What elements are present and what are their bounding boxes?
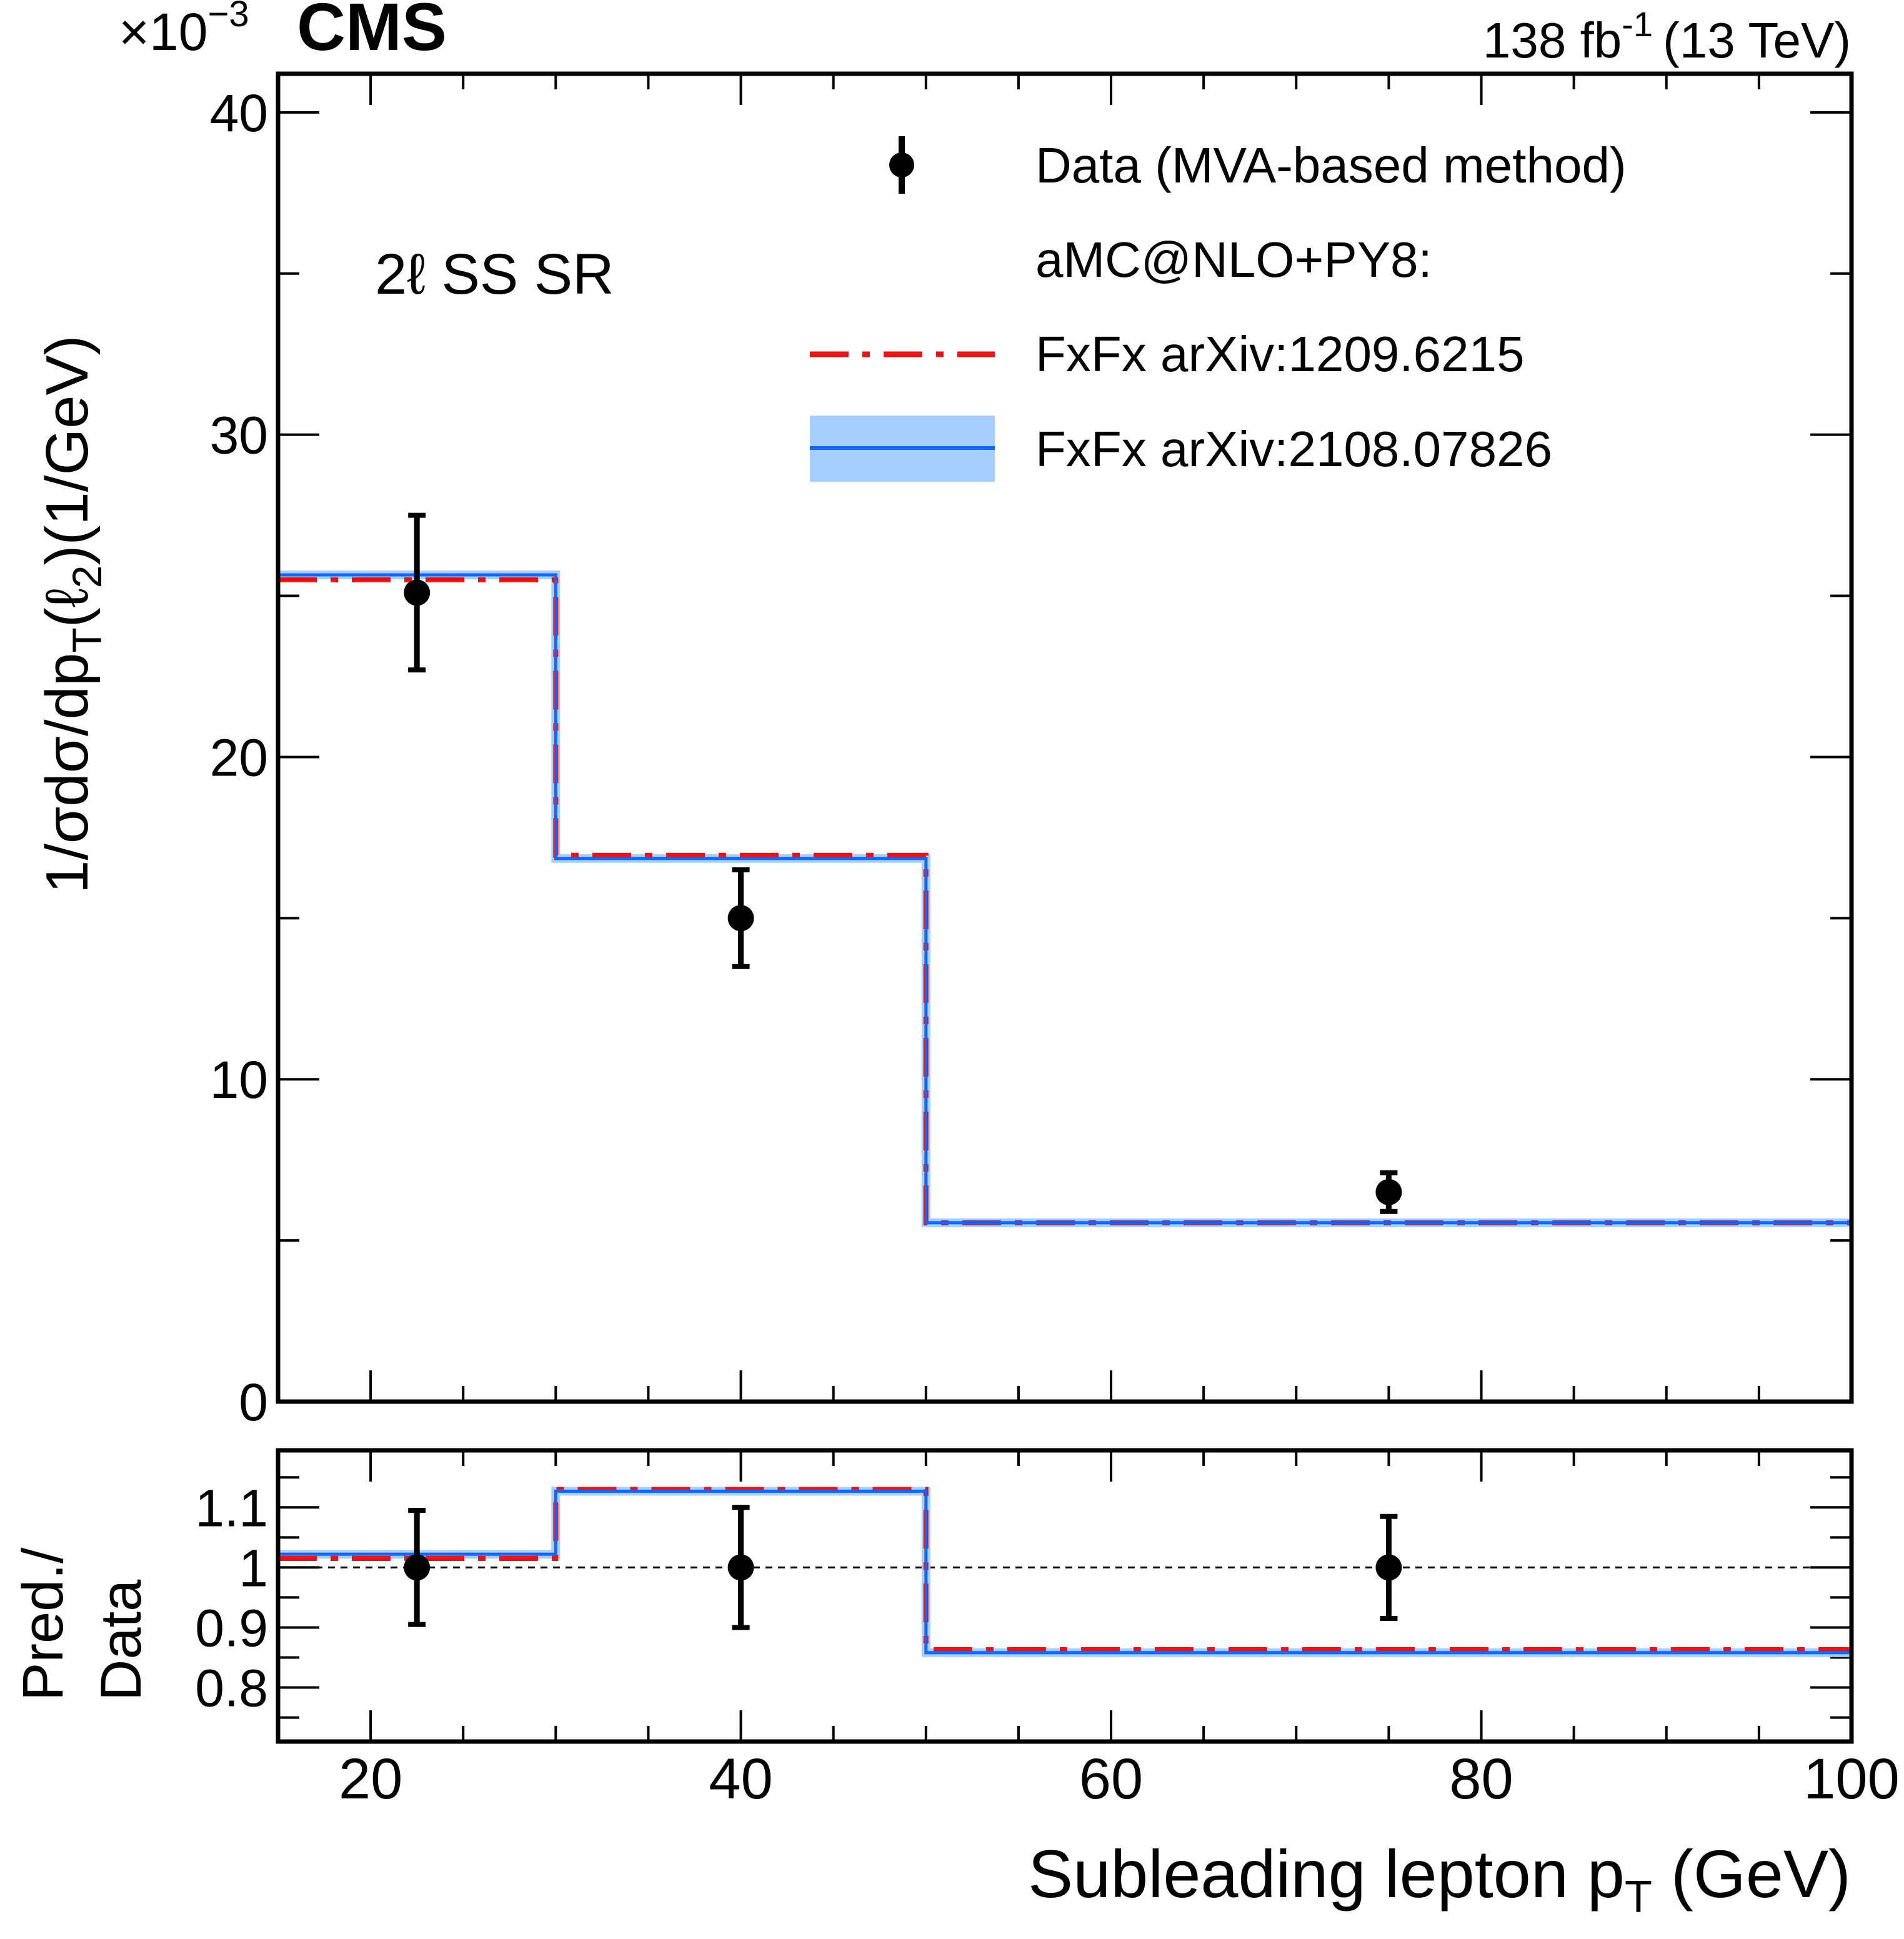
legend-generator-label: aMC@NLO+PY8: (1035, 232, 1432, 287)
main-frame (276, 71, 1854, 1404)
ratio-frame (276, 1448, 1854, 1744)
main-y-tick-label: 0 (239, 1373, 268, 1432)
main-y-tick-label: 40 (210, 84, 268, 142)
legend-series1-label: FxFx arXiv:1209.6215 (1035, 326, 1525, 382)
legend-data-label: Data (MVA-based method) (1035, 137, 1627, 193)
x-tick-labels: 20 40 60 80 100 (339, 1747, 1900, 1811)
main-series-group (278, 571, 1852, 1227)
main-y-tick-label: 10 (210, 1050, 268, 1109)
x-tick-label: 100 (1803, 1747, 1900, 1811)
ratio-y-tick-label: 0.8 (195, 1659, 268, 1718)
main-y-tick-label: 30 (210, 406, 268, 465)
legend-series2-label: FxFx arXiv:2108.07826 (1035, 421, 1552, 477)
main-series2-band (278, 571, 1852, 1227)
ratio-data-group (404, 1505, 1402, 1630)
y-axis-title-ratio-line1: Pred./ (11, 1547, 75, 1701)
x-tick-label: 20 (339, 1747, 402, 1811)
ratio-ticks (277, 1450, 1853, 1742)
main-series2-line (278, 573, 1852, 1225)
main-y-tick-labels: 0 10 20 30 40 (210, 84, 268, 1432)
ratio-series-group (278, 1487, 1852, 1657)
ratio-y-tick-labels: 0.80.911.1 (195, 1478, 268, 1717)
ratio-series1-line (278, 1487, 1852, 1652)
x-tick-label: 40 (709, 1747, 772, 1811)
main-data-group (404, 512, 1402, 1214)
ratio-y-tick-label: 0.9 (195, 1598, 268, 1657)
ratio-series2-line (278, 1489, 1852, 1655)
experiment-label: CMS (297, 0, 447, 64)
main-data-point (727, 905, 754, 932)
main-panel: 0 10 20 30 40 (210, 71, 1854, 1432)
ratio-data-point (404, 1554, 431, 1581)
main-y-tick-label: 20 (210, 728, 268, 787)
x-tick-label: 60 (1079, 1747, 1143, 1811)
main-data-point (404, 579, 431, 606)
region-label: 2ℓ SS SR (375, 242, 614, 306)
y-axis-title-ratio-line2: Data (89, 1579, 153, 1701)
ratio-series2-band (278, 1487, 1852, 1657)
y-axis-title-main: 1/σdσ/dpT(ℓ2)(1/GeV) (34, 335, 110, 894)
main-series1-line (278, 577, 1852, 1225)
ratio-y-tick-label: 1.1 (195, 1478, 268, 1537)
main-data-point (1375, 1179, 1402, 1205)
x-tick-label: 80 (1449, 1747, 1513, 1811)
x-axis-title: Subleading lepton pT (GeV) (1028, 1836, 1851, 1922)
legend-data-marker (889, 152, 914, 177)
legend: Data (MVA-based method) aMC@NLO+PY8: FxF… (810, 136, 1627, 482)
ratio-data-point (1375, 1554, 1402, 1581)
ratio-y-tick-label: 1 (239, 1538, 268, 1597)
ratio-data-point (727, 1554, 754, 1581)
ratio-panel: 0.80.911.1 (195, 1448, 1854, 1744)
multiplier-label: ×10−3 (119, 0, 249, 61)
lumi-label: 138 fb-1 (13 TeV) (1483, 4, 1851, 68)
